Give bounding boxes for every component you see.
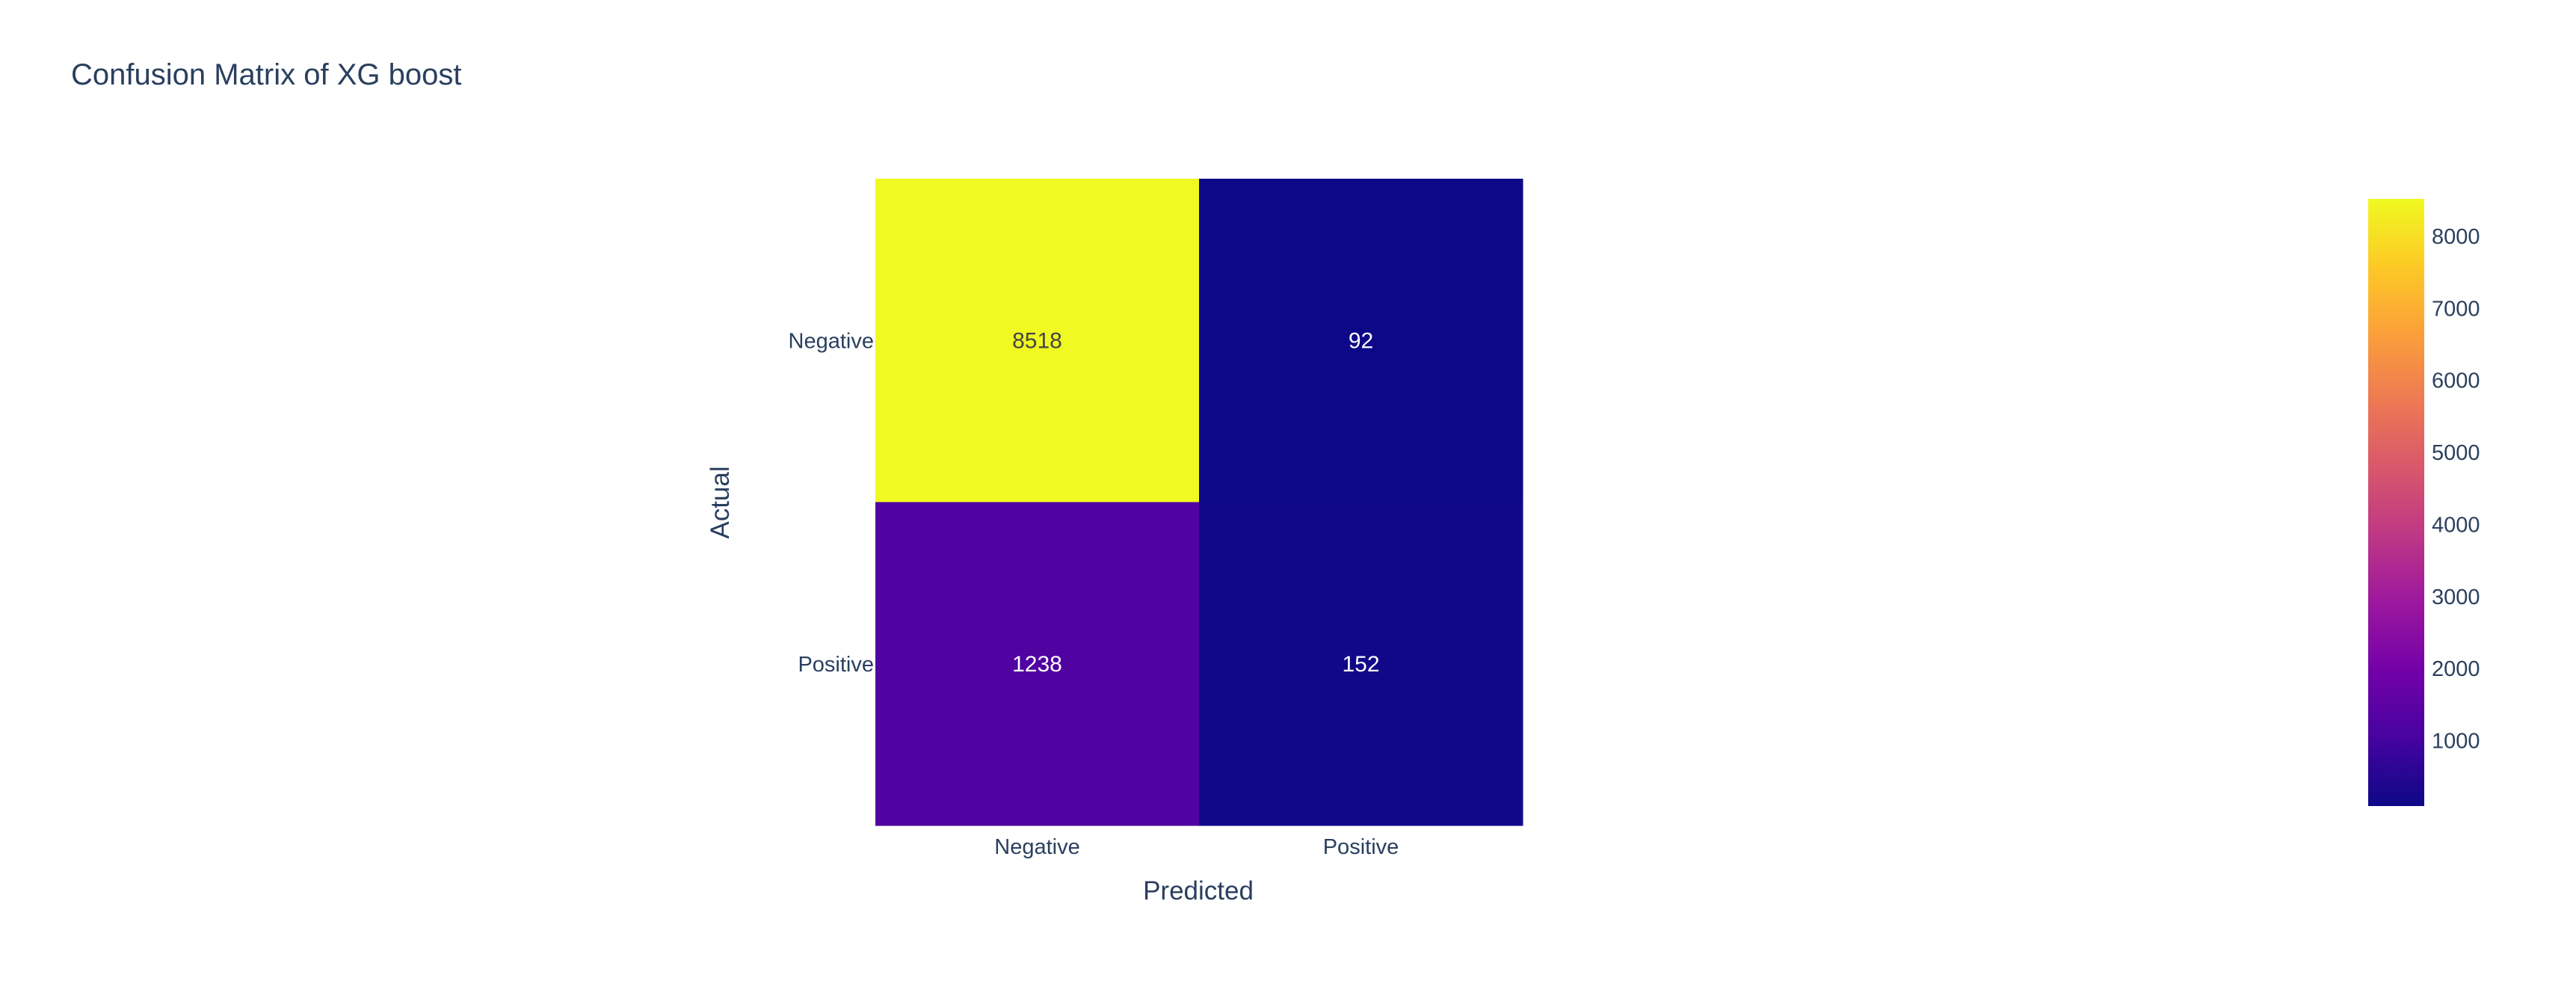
x-axis-title: Predicted xyxy=(1143,876,1254,905)
heatmap-cell-negative-positive xyxy=(1199,179,1523,502)
y-axis-title: Actual xyxy=(706,466,735,538)
heatmap-cells xyxy=(875,179,1523,826)
heatmap-cell-positive-positive xyxy=(1199,502,1523,826)
heatmap-cell-positive-negative xyxy=(875,502,1200,826)
colorbar-tick-label: 2000 xyxy=(2432,657,2480,681)
colorbar-tick-label: 7000 xyxy=(2432,297,2480,321)
colorbar-ticks: 1000 2000 3000 4000 5000 6000 7000 8000 xyxy=(2432,225,2480,754)
colorbar-tick-label: 1000 xyxy=(2432,729,2480,753)
y-axis-ticks: Negative Positive xyxy=(789,329,874,677)
colorbar-tick-label: 8000 xyxy=(2432,225,2480,249)
cell-value-label: 92 xyxy=(1349,328,1373,353)
y-tick-label: Negative xyxy=(789,329,874,353)
colorbar xyxy=(2368,199,2424,806)
chart-title: Confusion Matrix of XG boost xyxy=(71,58,461,91)
colorbar-tick-label: 6000 xyxy=(2432,369,2480,393)
cell-value-label: 152 xyxy=(1342,652,1379,677)
y-tick-label: Positive xyxy=(798,653,874,677)
x-tick-label: Negative xyxy=(994,835,1079,859)
heatmap-cell-negative-negative xyxy=(875,179,1200,502)
x-tick-label: Positive xyxy=(1323,835,1399,859)
cell-value-labels: 8518 92 1238 152 xyxy=(1012,328,1379,677)
colorbar-tick-label: 5000 xyxy=(2432,441,2480,465)
x-axis-ticks: Negative Positive xyxy=(994,835,1399,859)
colorbar-tick-label: 4000 xyxy=(2432,513,2480,537)
cell-value-label: 1238 xyxy=(1012,652,1062,677)
cell-value-label: 8518 xyxy=(1012,328,1062,353)
colorbar-tick-label: 3000 xyxy=(2432,585,2480,609)
